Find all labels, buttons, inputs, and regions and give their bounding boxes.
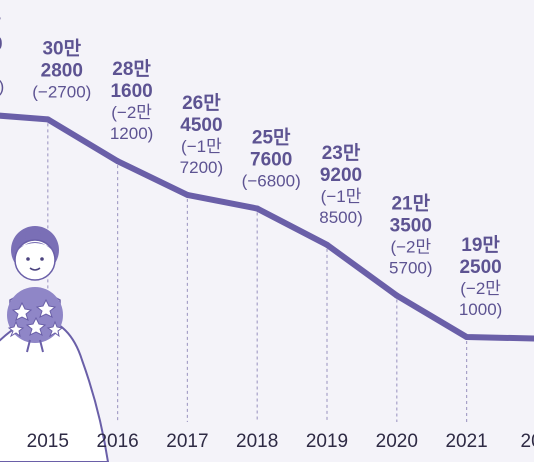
value-label-2020-1: 3500 bbox=[390, 216, 432, 237]
value-label-2021-0: 19만 bbox=[461, 234, 500, 256]
value-label-2016-1: 1600 bbox=[110, 81, 152, 102]
x-tick-label-2019: 2019 bbox=[306, 431, 348, 452]
change-label-2020-3: 5700) bbox=[389, 259, 432, 278]
value-label-2020-0: 21만 bbox=[391, 193, 430, 215]
x-tick-label-2016: 2016 bbox=[96, 431, 138, 452]
data-point-2018 bbox=[254, 205, 261, 212]
data-point-2020 bbox=[393, 292, 400, 299]
x-tick-label-2021: 2021 bbox=[445, 431, 487, 452]
data-point-2015 bbox=[44, 116, 51, 123]
x-tick-label-2020: 2020 bbox=[376, 431, 418, 452]
change-label-2021-3: 1000) bbox=[459, 300, 502, 319]
value-label-2015-0: 30만 bbox=[42, 37, 81, 59]
change-label-2016-3: 1200) bbox=[110, 124, 153, 143]
x-tick-label-2018: 2018 bbox=[236, 431, 278, 452]
change-label-2017-3: 7200) bbox=[180, 158, 223, 177]
data-point-2017 bbox=[184, 191, 191, 198]
value-label-2017-1: 4500 bbox=[180, 115, 222, 136]
value-label-2014-1: 00 bbox=[0, 34, 3, 55]
change-label-2015-2: (−2700) bbox=[32, 82, 91, 101]
data-point-2021 bbox=[463, 334, 470, 340]
data-label-2014: 만00만00) bbox=[0, 11, 4, 96]
data-point-2019 bbox=[324, 241, 330, 248]
value-label-2019-1: 9200 bbox=[320, 165, 362, 186]
bride-with-bouquet-icon bbox=[0, 226, 110, 462]
series-line bbox=[0, 112, 534, 342]
x-tick-label-202: 202 bbox=[521, 431, 534, 452]
value-label-2015-1: 2800 bbox=[41, 60, 83, 81]
change-label-2019-2: (−1만 bbox=[321, 187, 362, 206]
change-label-2020-2: (−2만 bbox=[390, 238, 431, 257]
value-label-2017-0: 26만 bbox=[182, 92, 221, 114]
value-label-2021-1: 2500 bbox=[459, 257, 501, 278]
x-tick-label-2017: 2017 bbox=[166, 431, 208, 452]
change-label-2019-3: 8500) bbox=[319, 208, 362, 227]
value-label-2014-0: 만 bbox=[0, 11, 1, 33]
value-label-2016-0: 28만 bbox=[112, 58, 151, 80]
change-label-2018-2: (−6800) bbox=[242, 172, 301, 191]
change-label-2017-2: (−1만 bbox=[181, 137, 222, 156]
x-tick-label-2015: 2015 bbox=[27, 431, 69, 452]
value-label-2018-1: 7600 bbox=[250, 150, 292, 171]
change-label-2014-3: 00) bbox=[0, 77, 4, 96]
value-label-2019-0: 23만 bbox=[322, 142, 361, 164]
change-label-2016-2: (−2만 bbox=[111, 103, 152, 122]
value-label-2018-0: 25만 bbox=[252, 127, 291, 149]
data-point-2016 bbox=[114, 158, 121, 165]
change-label-2021-2: (−2만 bbox=[460, 279, 501, 298]
